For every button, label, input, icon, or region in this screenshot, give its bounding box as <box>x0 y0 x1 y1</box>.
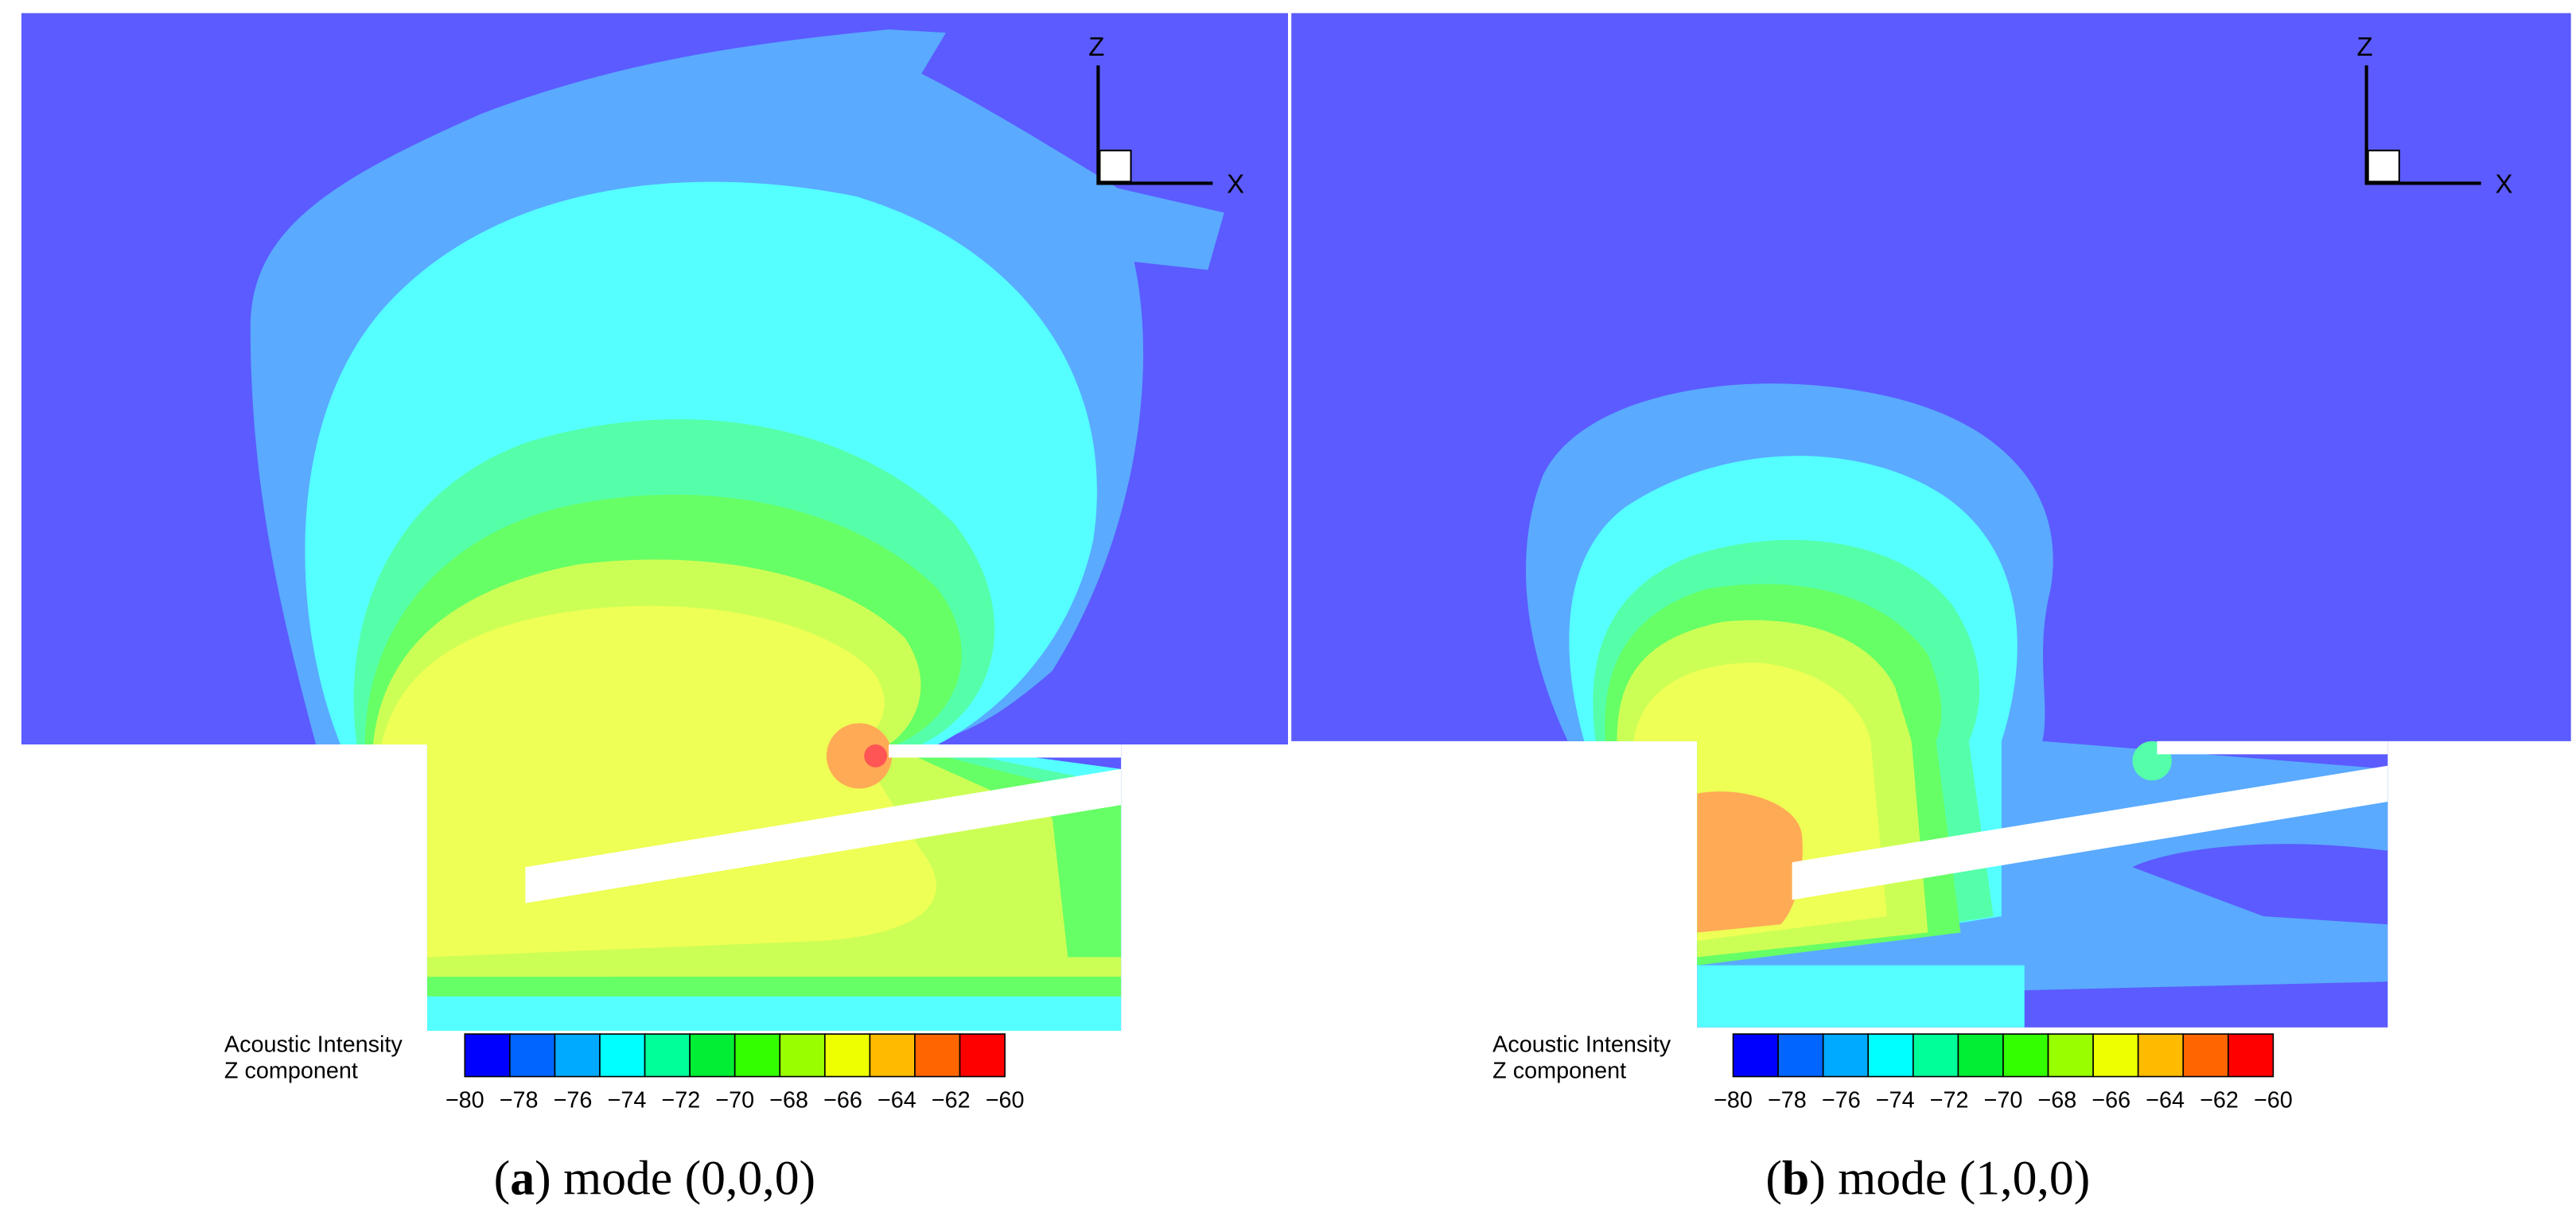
axis-triad-a: Z X <box>1088 32 1244 199</box>
colorbar-tick-label: −64 <box>2146 1088 2185 1113</box>
caption-part: ( <box>1765 1152 1782 1206</box>
colorbar-tick-label: −80 <box>1714 1088 1753 1113</box>
caption: (a) mode (0,0,0) <box>494 1152 815 1206</box>
colorbar-cell <box>689 1033 736 1078</box>
colorbar-cell <box>1912 1033 1959 1078</box>
colorbar-tick-label: −70 <box>715 1088 754 1113</box>
colorbar-tick-label: −66 <box>2092 1088 2130 1113</box>
colorbar-cell <box>554 1033 601 1078</box>
colorbar-tick-label: −64 <box>877 1088 916 1113</box>
colorbar-tick-label: −76 <box>554 1088 593 1113</box>
colorbar-cell <box>959 1033 1006 1078</box>
colorbar-cell <box>1822 1033 1870 1078</box>
colorbar-tick-label: −70 <box>1984 1088 2023 1113</box>
legend-title: Z component <box>224 1059 358 1084</box>
colorbar-tick-label: −74 <box>1876 1088 1915 1113</box>
colorbar-cell <box>2137 1033 2185 1078</box>
colorbar-tick-label: −80 <box>446 1088 484 1113</box>
caption-part: a <box>510 1152 535 1206</box>
colorbar-tick-label: −68 <box>2037 1088 2076 1113</box>
colorbar-tick-label: −76 <box>1822 1088 1861 1113</box>
caption: (b) mode (1,0,0) <box>1765 1152 2090 1206</box>
colorbar-tick-label: −68 <box>769 1088 808 1113</box>
colorbar-cell <box>779 1033 826 1078</box>
colorbar-tick-label: −72 <box>1930 1088 1969 1113</box>
colorbar-cell <box>509 1033 556 1078</box>
legend-title: Acoustic Intensity <box>1492 1032 1671 1058</box>
colorbar-cell <box>869 1033 916 1078</box>
caption-part: ) mode (1,0,0) <box>1809 1152 2090 1206</box>
axis-label-x: X <box>1227 169 1244 199</box>
colorbar-tick-label: −78 <box>1768 1088 1807 1113</box>
colorbar-cell <box>1867 1033 1914 1078</box>
colorbar-cell <box>914 1033 961 1078</box>
axis-label-z: Z <box>2357 32 2373 61</box>
colorbar-cell <box>2002 1033 2049 1078</box>
colorbar-tick-label: −78 <box>500 1088 539 1113</box>
colorbar-tick-label: −60 <box>2254 1088 2293 1113</box>
colorbar-tick-label: −72 <box>661 1088 700 1113</box>
colorbar-cell <box>644 1033 691 1078</box>
colorbar-cell <box>1777 1033 1824 1078</box>
colorbar-tick-label: −74 <box>608 1088 647 1113</box>
caption-part: ) mode (0,0,0) <box>535 1152 815 1206</box>
colorbar-cell <box>824 1033 871 1078</box>
axis-label-z: Z <box>1088 32 1104 61</box>
colorbar-cell <box>1732 1033 1779 1078</box>
colorbar-tick-label: −62 <box>932 1088 971 1113</box>
caption-part: b <box>1782 1152 1809 1206</box>
colorbar-cell <box>1957 1033 2004 1078</box>
colorbar-cell <box>2047 1033 2094 1078</box>
colorbar-cell <box>2182 1033 2229 1078</box>
axis-triad-b: Z X <box>2357 32 2513 199</box>
colorbar-tick-label: −66 <box>823 1088 862 1113</box>
colorbar-cell <box>2092 1033 2139 1078</box>
axis-label-x: X <box>2495 169 2512 199</box>
colorbar-cell <box>599 1033 646 1078</box>
colorbar-cell <box>2227 1033 2274 1078</box>
colorbar-cell <box>733 1033 781 1078</box>
caption-part: ( <box>494 1152 511 1206</box>
legend-title: Acoustic Intensity <box>224 1032 403 1058</box>
colorbar-tick-label: −60 <box>986 1088 1025 1113</box>
colorbar-tick-label: −62 <box>2200 1088 2239 1113</box>
contour-plot-a <box>21 13 1288 1031</box>
colorbar-cell <box>464 1033 511 1078</box>
legend-title: Z component <box>1492 1059 1626 1084</box>
